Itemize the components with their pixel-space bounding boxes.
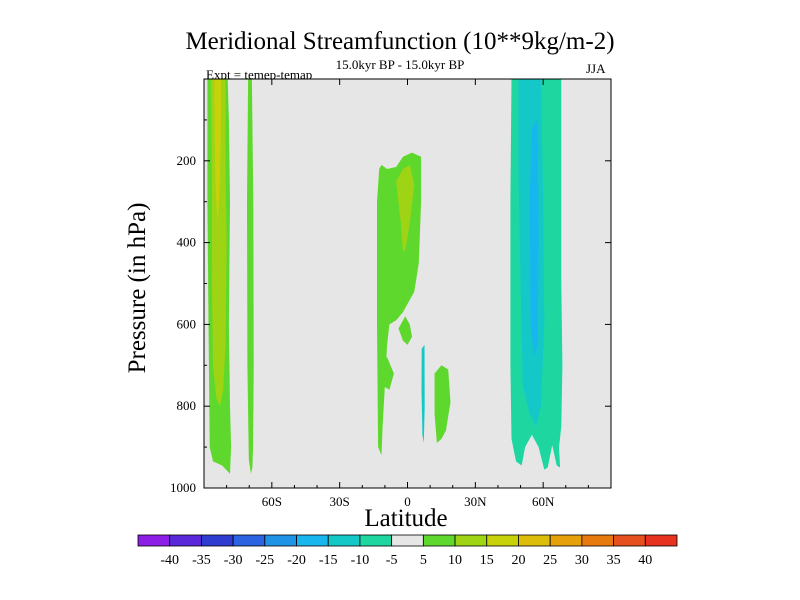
colorbar-swatch [391, 534, 424, 547]
y-tick-label: 200 [177, 153, 197, 168]
colorbar-label: -40 [160, 553, 179, 568]
colorbar-swatch [486, 534, 519, 547]
colorbar-label: -20 [287, 553, 306, 568]
season-label: JJA [586, 61, 606, 76]
y-tick-label: 1000 [170, 480, 196, 495]
y-tick-label: 800 [177, 398, 197, 413]
colorbar-label: 30 [575, 553, 589, 568]
colorbar-swatch [549, 534, 583, 547]
colorbar-swatch [518, 534, 551, 547]
x-tick-label: 30N [464, 494, 487, 509]
colorbar-label: -10 [351, 553, 370, 568]
chart-title: Meridional Streamfunction (10**9kg/m-2) [185, 28, 615, 55]
contour-small-cyan-stripe [421, 344, 425, 443]
contour-eq-patch-a [398, 316, 412, 345]
colorbar-swatch [581, 534, 614, 547]
colorbar-swatch [137, 534, 171, 547]
colorbar-label: 10 [448, 553, 462, 568]
colorbar-swatch [264, 534, 297, 547]
contour-eq-upper-core [396, 164, 415, 251]
contour-eq-patch-b [380, 357, 394, 390]
colorbar-label: 35 [607, 553, 621, 568]
colorbar-label: 40 [638, 553, 652, 568]
colorbar-swatch [232, 534, 266, 547]
x-tick-label: 0 [404, 494, 411, 509]
colorbar: -40 -35 -30 -25 -20 -15 -10 -5 5 10 15 20 25 30 35 40 [137, 534, 678, 568]
x-axis-label: Latitude [364, 505, 448, 532]
colorbar-label: 25 [543, 553, 557, 568]
colorbar-label: 20 [511, 553, 525, 568]
colorbar-label: -35 [192, 553, 211, 568]
colorbar-swatch [327, 534, 361, 547]
colorbar-label: -15 [319, 553, 338, 568]
contour-sh-cell-mid [210, 79, 227, 407]
x-tick-label: 60S [262, 494, 282, 509]
contour-ne-blob [434, 365, 451, 443]
colorbar-label: -5 [386, 553, 398, 568]
colorbar-label: -25 [255, 553, 274, 568]
colorbar-swatch [359, 534, 393, 547]
colorbar-swatch [613, 534, 646, 547]
colorbar-swatch [454, 534, 488, 547]
colorbar-swatch [169, 534, 202, 547]
chart-subtitle: 15.0kyr BP - 15.0kyr BP [335, 57, 465, 72]
axes: 60S 30S 0 30N 60N 200 400 600 800 1000 [170, 78, 612, 509]
colorbar-swatch [422, 534, 456, 547]
contour-sh-narrow-band [247, 79, 254, 474]
x-tick-label: 30S [330, 494, 350, 509]
experiment-label: Expt = temep-temap [206, 67, 313, 82]
y-tick-label: 400 [177, 235, 197, 250]
plot-area [204, 79, 611, 488]
colorbar-label: 15 [480, 553, 494, 568]
contour-sh-cell-core [214, 79, 221, 223]
y-tick-label: 600 [177, 316, 197, 331]
colorbar-label: -30 [224, 553, 243, 568]
x-tick-label: 60N [532, 494, 555, 509]
contour-eq-upper [377, 152, 422, 456]
colorbar-swatch [201, 534, 234, 547]
colorbar-swatch [296, 534, 329, 547]
colorbar-swatch [644, 534, 678, 547]
colorbar-label: 5 [420, 553, 427, 568]
contour-nh-core [529, 119, 539, 358]
